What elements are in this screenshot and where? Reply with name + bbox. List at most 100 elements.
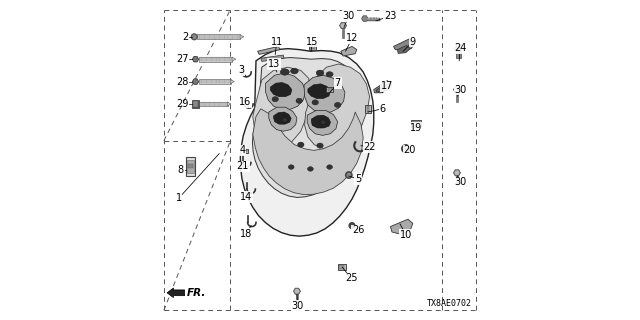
Polygon shape xyxy=(308,84,330,99)
FancyBboxPatch shape xyxy=(365,105,371,113)
Polygon shape xyxy=(340,46,357,56)
Text: 6: 6 xyxy=(380,104,385,114)
Ellipse shape xyxy=(296,98,302,103)
Text: 25: 25 xyxy=(345,273,357,284)
FancyBboxPatch shape xyxy=(188,164,193,168)
Ellipse shape xyxy=(335,102,341,108)
Circle shape xyxy=(193,35,196,38)
FancyBboxPatch shape xyxy=(328,88,332,91)
Text: 13: 13 xyxy=(268,59,280,69)
Ellipse shape xyxy=(272,97,278,102)
Circle shape xyxy=(456,88,459,91)
Ellipse shape xyxy=(298,142,304,147)
Polygon shape xyxy=(293,288,301,294)
Text: 7: 7 xyxy=(335,78,340,88)
FancyBboxPatch shape xyxy=(198,79,231,84)
Polygon shape xyxy=(454,46,461,52)
Ellipse shape xyxy=(326,72,333,77)
FancyBboxPatch shape xyxy=(456,44,461,58)
Polygon shape xyxy=(307,110,338,135)
Text: 11: 11 xyxy=(271,36,283,47)
Polygon shape xyxy=(227,102,231,106)
FancyBboxPatch shape xyxy=(187,160,194,173)
Ellipse shape xyxy=(327,165,333,169)
FancyBboxPatch shape xyxy=(186,157,195,176)
FancyBboxPatch shape xyxy=(198,57,232,61)
Ellipse shape xyxy=(280,69,289,75)
Polygon shape xyxy=(394,39,415,51)
Text: 17: 17 xyxy=(381,81,394,92)
FancyBboxPatch shape xyxy=(367,106,369,112)
Text: 22: 22 xyxy=(364,142,376,152)
Ellipse shape xyxy=(291,68,298,74)
Polygon shape xyxy=(258,46,280,54)
Text: 2: 2 xyxy=(182,32,189,42)
FancyBboxPatch shape xyxy=(413,121,420,126)
FancyArrow shape xyxy=(167,288,185,298)
Circle shape xyxy=(346,172,352,178)
Polygon shape xyxy=(253,67,310,147)
FancyBboxPatch shape xyxy=(339,265,344,269)
Text: 10: 10 xyxy=(400,230,413,240)
Text: FR.: FR. xyxy=(187,288,206,298)
Text: 28: 28 xyxy=(177,76,189,87)
Text: 24: 24 xyxy=(454,43,467,53)
Polygon shape xyxy=(241,49,374,236)
Circle shape xyxy=(191,34,197,40)
Text: 18: 18 xyxy=(239,228,252,239)
FancyBboxPatch shape xyxy=(338,264,346,270)
Text: 29: 29 xyxy=(177,99,189,109)
Text: 4: 4 xyxy=(239,145,246,156)
Circle shape xyxy=(456,171,459,174)
FancyBboxPatch shape xyxy=(192,100,198,108)
Text: 20: 20 xyxy=(403,145,416,156)
Circle shape xyxy=(347,173,351,177)
Text: 23: 23 xyxy=(384,11,397,21)
Polygon shape xyxy=(453,86,461,93)
Polygon shape xyxy=(376,84,390,92)
Text: TX8AE0702: TX8AE0702 xyxy=(427,299,472,308)
Polygon shape xyxy=(453,170,461,176)
Text: 1: 1 xyxy=(175,193,182,204)
Text: 8: 8 xyxy=(178,164,184,175)
Text: 5: 5 xyxy=(355,174,362,184)
Circle shape xyxy=(194,80,197,83)
FancyBboxPatch shape xyxy=(310,45,315,49)
FancyBboxPatch shape xyxy=(193,101,198,107)
Polygon shape xyxy=(312,115,331,128)
Polygon shape xyxy=(362,16,368,21)
Polygon shape xyxy=(192,56,198,62)
Ellipse shape xyxy=(307,167,314,171)
Polygon shape xyxy=(230,79,234,84)
Circle shape xyxy=(404,147,408,151)
Text: 26: 26 xyxy=(352,225,365,236)
Text: 19: 19 xyxy=(410,123,422,133)
Text: 30: 30 xyxy=(454,84,467,95)
Circle shape xyxy=(194,58,197,61)
Polygon shape xyxy=(304,75,345,113)
FancyBboxPatch shape xyxy=(243,149,248,153)
FancyBboxPatch shape xyxy=(244,150,247,152)
Text: 3: 3 xyxy=(239,65,244,76)
Polygon shape xyxy=(266,73,306,109)
Text: 9: 9 xyxy=(410,36,416,47)
Ellipse shape xyxy=(288,165,294,169)
Polygon shape xyxy=(374,81,392,93)
Ellipse shape xyxy=(316,70,324,76)
Polygon shape xyxy=(397,45,410,53)
Polygon shape xyxy=(232,57,236,61)
Text: 15: 15 xyxy=(306,36,319,47)
Polygon shape xyxy=(253,109,364,195)
Circle shape xyxy=(349,223,355,228)
Text: 12: 12 xyxy=(346,33,358,44)
Text: 30: 30 xyxy=(342,11,355,21)
Text: 30: 30 xyxy=(454,177,467,188)
Polygon shape xyxy=(252,58,363,197)
FancyBboxPatch shape xyxy=(412,120,421,127)
FancyBboxPatch shape xyxy=(198,101,228,106)
Text: 14: 14 xyxy=(239,192,252,202)
Ellipse shape xyxy=(321,120,326,124)
FancyBboxPatch shape xyxy=(197,34,241,39)
Text: 16: 16 xyxy=(239,97,251,108)
Polygon shape xyxy=(192,79,198,84)
